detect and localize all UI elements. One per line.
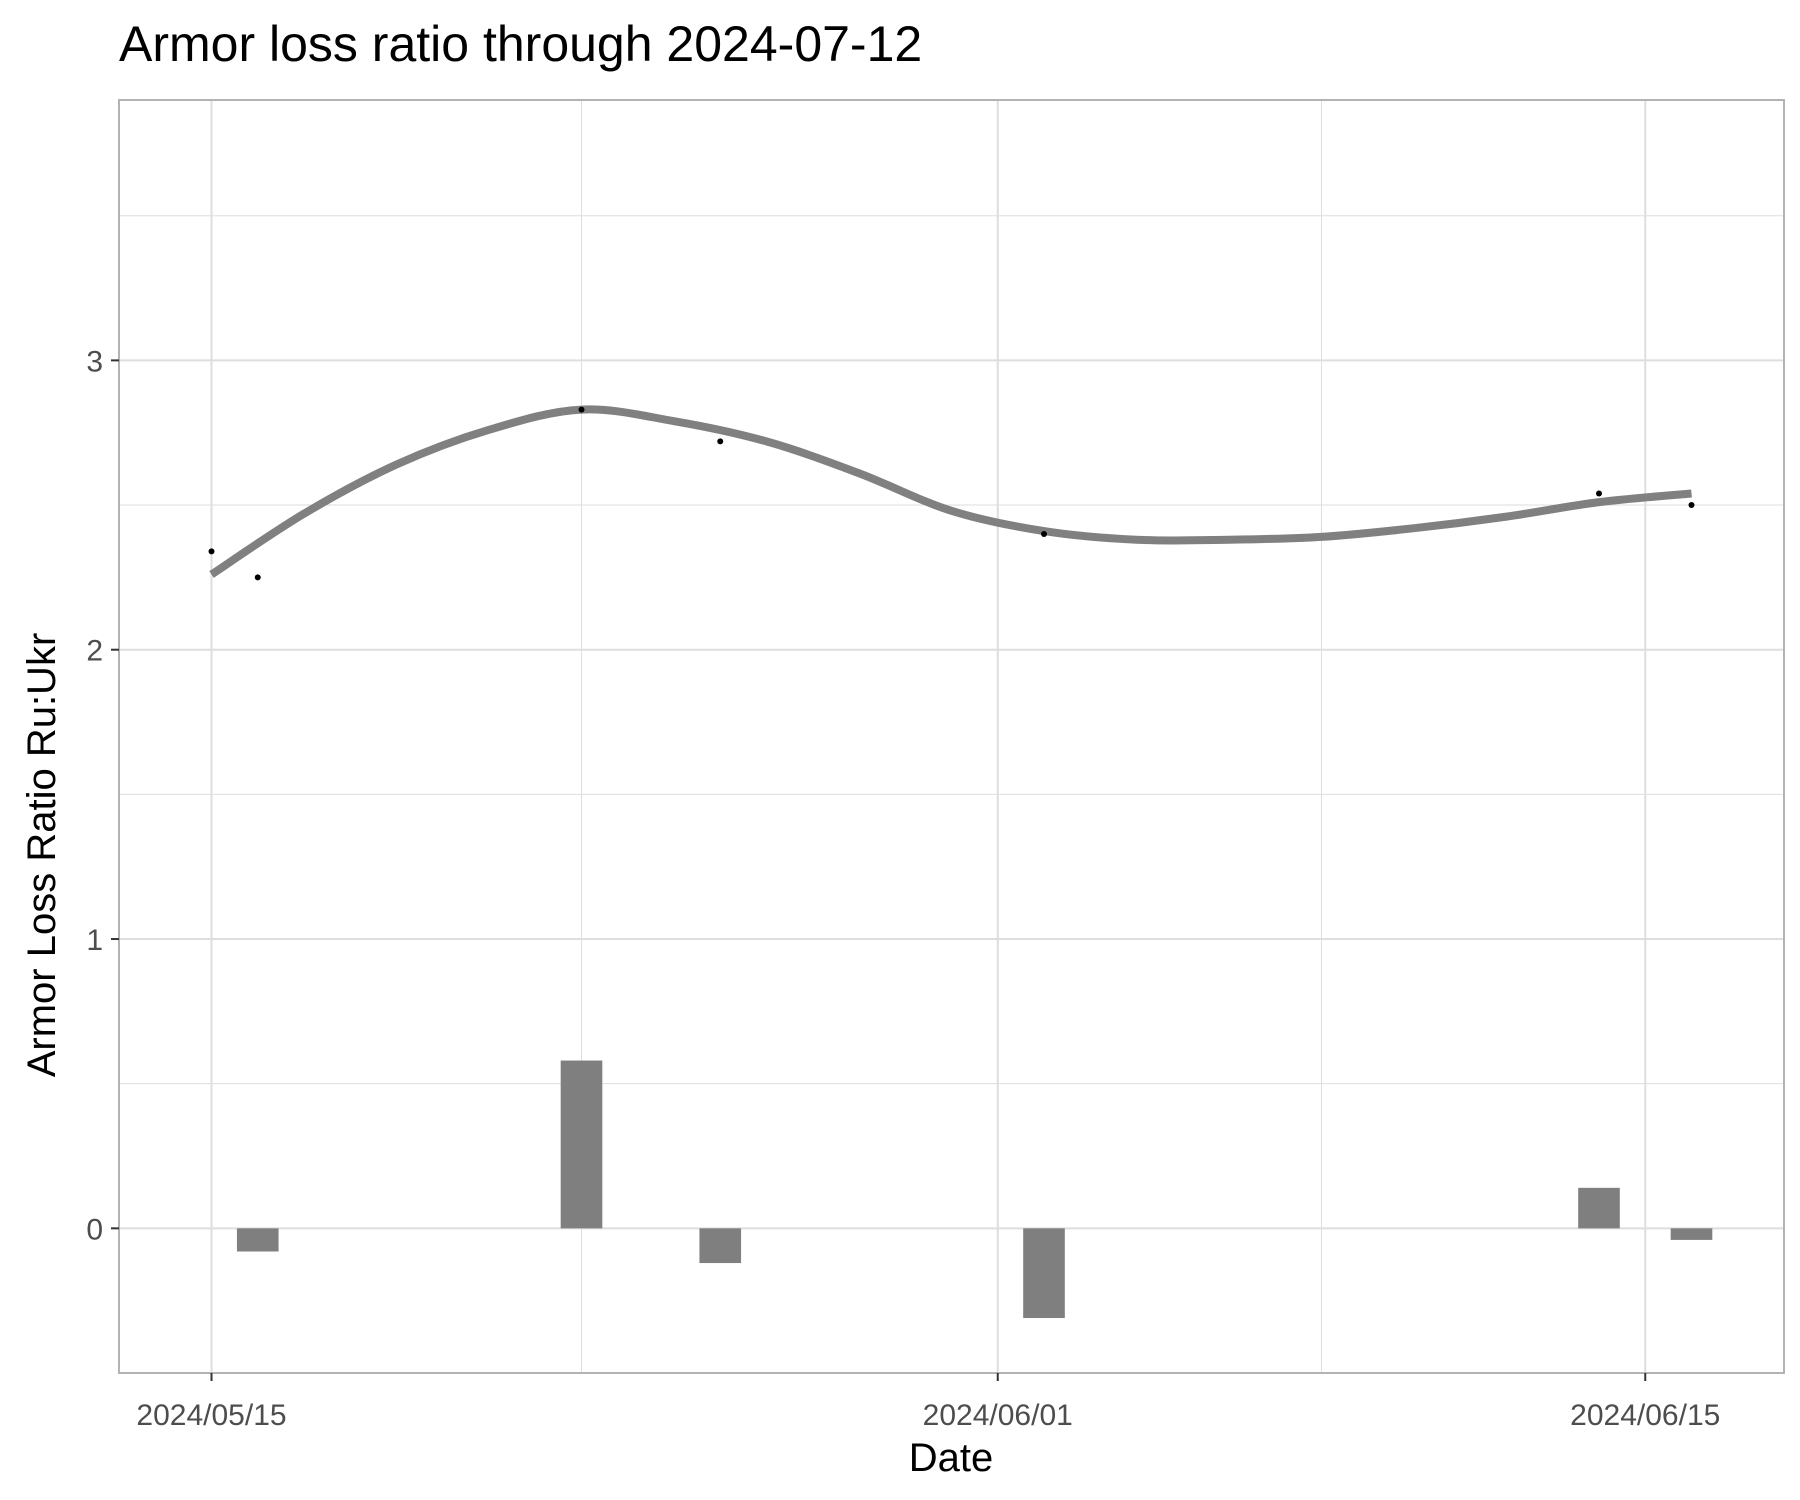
trend-line	[209, 405, 1692, 578]
panel-border	[118, 99, 1785, 1374]
data-point	[254, 574, 261, 581]
grid	[119, 100, 1784, 1374]
x-axis-title: Date	[909, 1436, 994, 1480]
data-point	[208, 548, 215, 555]
data-point	[578, 406, 585, 413]
y-axis-title: Armor Loss Ratio Ru:Ukr	[20, 633, 64, 1078]
y-tick-label: 0	[86, 1213, 103, 1246]
y-tick-label: 3	[86, 345, 103, 378]
x-tick-label: 2024/05/15	[136, 1399, 286, 1432]
y-tick-label: 1	[86, 924, 103, 957]
y-tick-label: 2	[86, 635, 103, 668]
y-axis-ticks: 0 1 2 3	[86, 345, 119, 1246]
chart-title: Armor loss ratio through 2024-07-12	[119, 16, 922, 72]
data-point	[1688, 502, 1695, 509]
trend-series	[209, 405, 1692, 578]
bar	[236, 1228, 279, 1252]
x-axis-ticks: 2024/05/15 2024/06/01 2024/06/15	[136, 1373, 1720, 1432]
data-point	[1596, 490, 1602, 497]
data-point	[1041, 530, 1047, 537]
bar	[1578, 1187, 1620, 1229]
bar	[699, 1228, 742, 1264]
bar	[1023, 1228, 1065, 1319]
bar	[560, 1060, 603, 1229]
point-series	[208, 406, 1695, 581]
bar-series	[236, 1060, 1713, 1319]
x-tick-label: 2024/06/15	[1570, 1399, 1720, 1432]
data-point	[717, 438, 724, 445]
x-tick-label: 2024/06/01	[923, 1399, 1073, 1432]
bar	[1670, 1228, 1713, 1240]
